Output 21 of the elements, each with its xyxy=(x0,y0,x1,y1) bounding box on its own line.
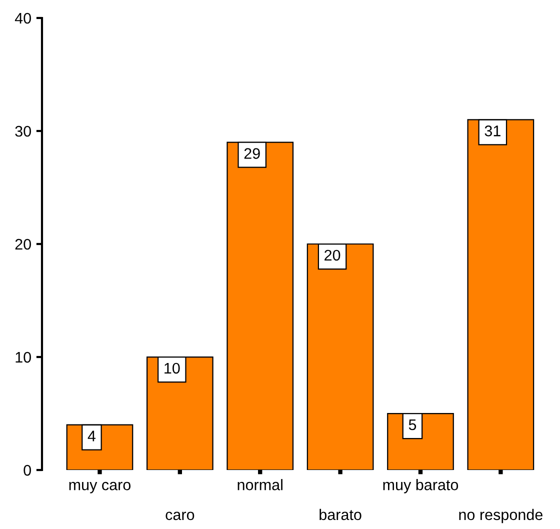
x-tick-label: barato xyxy=(320,508,362,520)
x-tick-label: caro xyxy=(166,512,194,520)
x-tick-label: muy caro xyxy=(69,482,131,494)
data-label: 10 xyxy=(164,362,180,374)
data-label: 29 xyxy=(244,148,260,159)
bar xyxy=(306,243,374,470)
data-label: 5 xyxy=(408,420,416,430)
data-label: 4 xyxy=(88,430,96,442)
y-tick-label: 10 xyxy=(16,352,31,363)
x-tick-label: no responde xyxy=(459,508,542,524)
data-label: 31 xyxy=(484,126,500,136)
y-tick-label: 20 xyxy=(15,238,31,250)
bar xyxy=(226,142,294,470)
x-tick-label: muy barato xyxy=(383,479,458,494)
bar xyxy=(146,356,214,470)
bar xyxy=(467,119,534,470)
data-label: 20 xyxy=(324,250,340,261)
x-tick-label: normal xyxy=(238,479,282,490)
y-tick-label: 0 xyxy=(24,464,31,476)
y-tick-label: 40 xyxy=(14,12,31,24)
y-tick-label: 30 xyxy=(15,126,31,137)
